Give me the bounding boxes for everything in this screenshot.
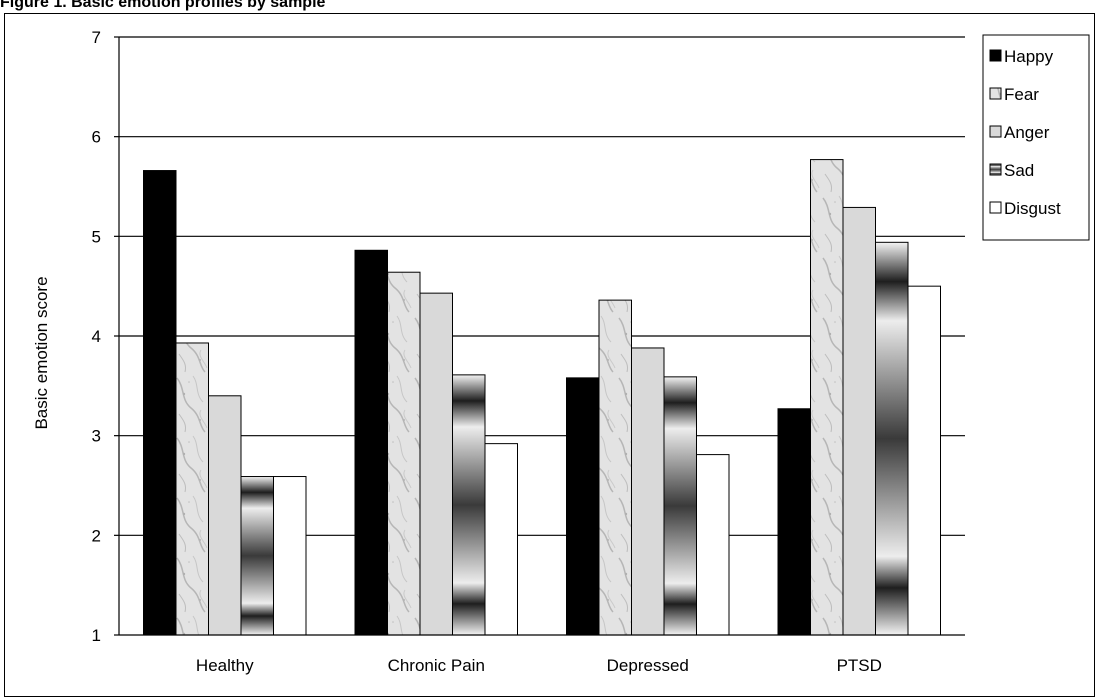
bar-anger-depressed [631,347,665,636]
legend-label-disgust: Disgust [1004,199,1061,218]
legend-swatch-fear [989,87,1002,100]
bar-sad-ptsd [875,241,909,636]
page-title: Figure 1. Basic emotion profiles by samp… [0,0,326,11]
bar-fear-healthy [175,342,209,636]
bar-sad-depressed [663,376,697,636]
bar-disgust-healthy [273,476,307,636]
bar-anger-ptsd [842,206,876,636]
bar-sad-chronic-pain [452,374,486,636]
y-tick-label: 1 [92,626,101,645]
legend-label-happy: Happy [1004,47,1054,66]
x-tick-label: Healthy [196,656,254,675]
bar-happy-depressed [566,377,600,636]
bar-fear-depressed [598,299,632,636]
legend-swatch-anger [989,125,1002,138]
legend-label-fear: Fear [1004,85,1039,104]
y-tick-label: 6 [92,128,101,147]
x-tick-labels: Healthy Chronic Pain Depressed PTSD [196,656,882,675]
bar-chart: Basic emotion score 1 2 3 4 5 6 7 Healthy Chron… [32,28,1090,675]
y-tick-label: 2 [92,526,101,545]
legend-label-sad: Sad [1004,161,1034,180]
y-tick-label: 4 [92,327,101,346]
legend-swatch-sad [989,163,1002,176]
bar-disgust-depressed [696,454,730,636]
y-tick-label: 3 [92,427,101,446]
y-axis-label: Basic emotion score [32,276,51,429]
y-tick-label: 5 [92,227,101,246]
bar-happy-chronic-pain [354,249,388,636]
chart-frame: Basic emotion score 1 2 3 4 5 6 7 Healthy Chron… [4,13,1095,697]
bar-sad-healthy [240,476,274,636]
legend-label-anger: Anger [1004,123,1050,142]
bar-happy-ptsd [777,408,811,636]
legend-swatch-happy [989,49,1002,62]
x-tick-label: Depressed [607,656,689,675]
bar-anger-chronic-pain [419,292,453,636]
bars [143,159,941,636]
bar-anger-healthy [208,395,242,636]
bar-fear-ptsd [810,159,844,636]
bar-disgust-chronic-pain [484,443,518,636]
bar-happy-healthy [143,170,177,636]
y-tick-label: 7 [92,28,101,47]
bar-disgust-ptsd [907,285,941,636]
legend-swatch-disgust [989,201,1002,214]
x-tick-label: PTSD [837,656,882,675]
bar-fear-chronic-pain [387,271,421,636]
y-tick-labels: 1 2 3 4 5 6 7 [92,28,119,645]
x-tick-label: Chronic Pain [388,656,485,675]
legend: Happy Fear Anger Sad Disgust [982,34,1090,241]
